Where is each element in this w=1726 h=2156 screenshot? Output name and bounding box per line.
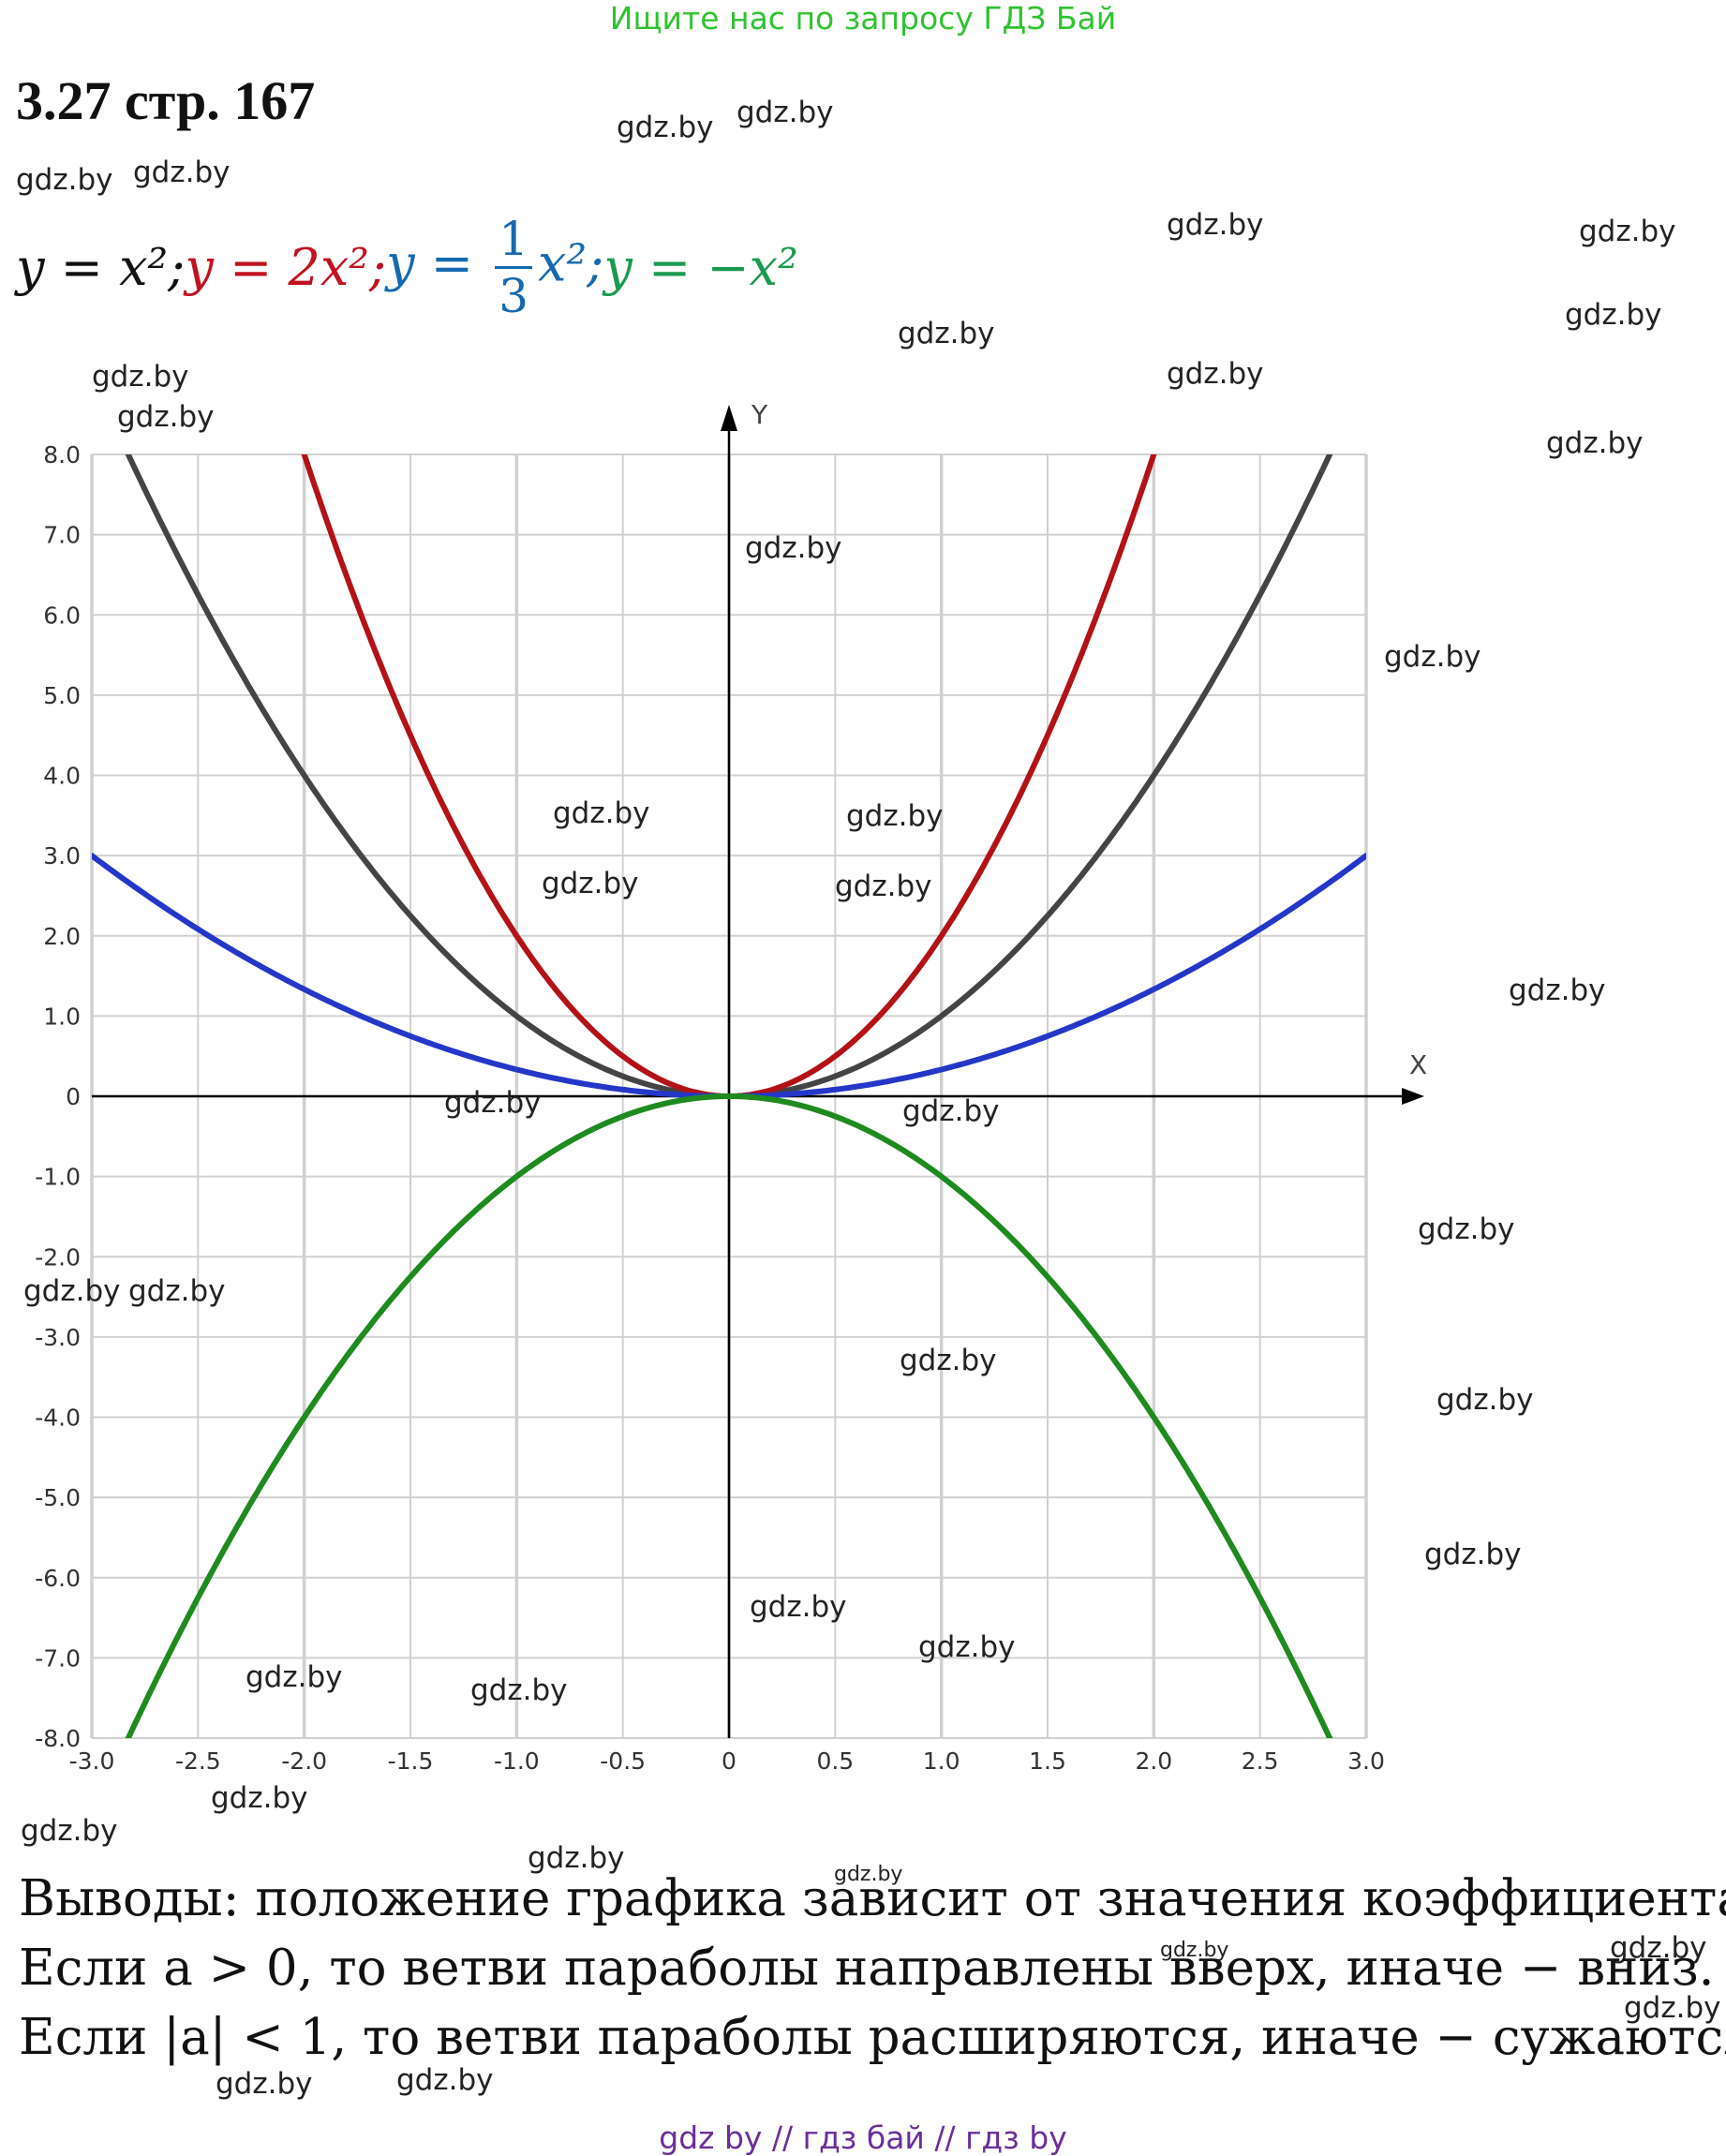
watermark-text: gdz.by: [16, 163, 113, 197]
y-tick-label: 4.0: [43, 763, 81, 790]
watermark-text: gdz.by: [444, 1086, 542, 1120]
watermark-text: gdz.by: [1579, 215, 1676, 248]
watermark-text: gdz.by: [128, 1274, 226, 1308]
parabola-chart: X Y 8.0 7.0 6.0 5.0 4.0 3.0 2.0 1.0 0 -1.0 -2.0 -3.0…: [0, 394, 1726, 1865]
watermark-text: gdz.by: [21, 1814, 118, 1848]
formula-y-x2: y = x²;: [16, 238, 185, 297]
x-tick-label: -1.0: [494, 1747, 540, 1775]
y-tick-label: -1.0: [35, 1164, 81, 1191]
y-tick-label: 5.0: [43, 682, 81, 709]
watermark-text: gdz.by: [1546, 426, 1644, 460]
y-tick-label: 1.0: [43, 1003, 81, 1030]
watermark-text: gdz.by: [133, 156, 231, 189]
watermark-text: gdz.by: [846, 799, 944, 833]
x-tick-label: 1.0: [923, 1747, 960, 1775]
x-tick-label: -0.5: [600, 1747, 646, 1775]
watermark-text: gdz.by: [23, 1274, 121, 1308]
x-tick-label: 3.0: [1347, 1747, 1385, 1775]
y-tick-label: 0: [66, 1083, 81, 1110]
x-tick-label: -2.5: [175, 1747, 221, 1775]
conclusion-line-1: Выводы: положение графика зависит от зна…: [19, 1865, 1715, 1934]
watermark-text: gdz.by: [900, 1344, 997, 1377]
y-tick-label: -7.0: [35, 1644, 81, 1672]
formula-y-neg-x2: y = −x²: [603, 238, 797, 297]
watermark-text: gdz.by: [745, 531, 842, 565]
x-tick-label: -3.0: [69, 1747, 115, 1775]
watermark-text: gdz.by: [1436, 1383, 1534, 1417]
x-tick-label: -2.0: [281, 1747, 327, 1775]
y-tick-label: -4.0: [35, 1405, 81, 1432]
y-tick-label: 3.0: [43, 842, 81, 870]
watermark-text: gdz.by: [1167, 357, 1264, 391]
task-title: 3.27 стр. 167: [16, 69, 315, 132]
tick-labels: 8.0 7.0 6.0 5.0 4.0 3.0 2.0 1.0 0 -1.0 -2.0 -3.0 -4.…: [35, 441, 1385, 1775]
watermark-text: gdz.by: [92, 360, 189, 394]
y-tick-label: -6.0: [35, 1565, 81, 1592]
conclusion-line-2: Если a > 0, то ветви параболы направлены…: [19, 1934, 1715, 2003]
watermark-text: gdz.by: [542, 867, 639, 900]
watermark-text: gdz.by: [470, 1673, 568, 1707]
watermark-text: gdz.by: [898, 317, 995, 350]
fraction-numerator: 1: [495, 216, 532, 269]
watermark-text: gdz.by: [553, 796, 650, 830]
watermark-text: gdz.by: [737, 96, 834, 129]
y-tick-label: 6.0: [43, 602, 81, 629]
y-tick-label: -3.0: [35, 1324, 81, 1351]
y-axis-arrow: [721, 405, 737, 431]
conclusion-line-3: Если |a| < 1, то ветви параболы расширяю…: [19, 2003, 1715, 2073]
watermark-text: gdz.by: [1384, 640, 1481, 674]
y-axis-label: Y: [751, 399, 768, 430]
watermark-text: gdz.by: [902, 1094, 1000, 1128]
formula-y-third-right: x²;: [538, 233, 603, 292]
formula-y-2x2: y = 2x²;: [185, 238, 386, 297]
y-tick-label: 8.0: [43, 441, 81, 468]
y-tick-label: -5.0: [35, 1484, 81, 1511]
conclusions: Выводы: положение графика зависит от зна…: [19, 1865, 1715, 2073]
watermark-text: gdz.by: [1509, 974, 1606, 1007]
fraction-denominator: 3: [498, 269, 528, 320]
x-axis-label: X: [1409, 1049, 1427, 1080]
watermark-text: gdz.by: [1424, 1538, 1522, 1571]
watermark-text: gdz.by: [246, 1660, 343, 1694]
x-axis-arrow: [1402, 1088, 1424, 1105]
x-tick-label: 0: [722, 1747, 737, 1775]
top-banner[interactable]: Ищите нас по запросу ГДЗ Бай: [0, 0, 1726, 37]
x-tick-label: 1.5: [1029, 1747, 1066, 1775]
watermark-text: gdz.by: [918, 1630, 1016, 1664]
watermark-text: gdz.by: [1565, 298, 1662, 332]
watermark-text: gdz.by: [1418, 1212, 1515, 1246]
watermark-text: gdz.by: [211, 1781, 308, 1815]
watermark-text: gdz.by: [617, 111, 714, 144]
x-tick-label: 0.5: [816, 1747, 854, 1775]
x-tick-label: 2.5: [1242, 1747, 1279, 1775]
y-tick-label: -2.0: [35, 1243, 81, 1271]
footer-links[interactable]: gdz by // гдз бай // гдз by: [0, 2119, 1726, 2156]
watermark-text: gdz.by: [835, 870, 932, 903]
formula-y-third-left: y =: [386, 233, 489, 292]
watermark-text: gdz.by: [1167, 208, 1264, 242]
y-tick-label: 2.0: [43, 923, 81, 950]
watermark-text: gdz.by: [750, 1590, 847, 1624]
watermark-text: gdz.by: [117, 400, 215, 434]
y-tick-label: 7.0: [43, 522, 81, 549]
x-tick-label: 2.0: [1135, 1747, 1172, 1775]
x-tick-label: -1.5: [388, 1747, 434, 1775]
